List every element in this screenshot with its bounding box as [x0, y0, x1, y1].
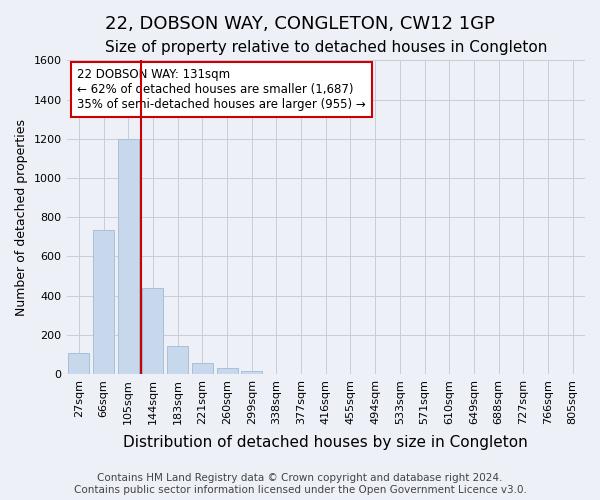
Y-axis label: Number of detached properties: Number of detached properties [15, 118, 28, 316]
Text: 22, DOBSON WAY, CONGLETON, CW12 1GP: 22, DOBSON WAY, CONGLETON, CW12 1GP [105, 15, 495, 33]
Text: Contains HM Land Registry data © Crown copyright and database right 2024.
Contai: Contains HM Land Registry data © Crown c… [74, 474, 526, 495]
Bar [167, 346, 188, 374]
Bar [142, 288, 163, 374]
Bar [241, 370, 262, 374]
X-axis label: Distribution of detached houses by size in Congleton: Distribution of detached houses by size … [124, 435, 528, 450]
Bar [93, 230, 114, 374]
Title: Size of property relative to detached houses in Congleton: Size of property relative to detached ho… [104, 40, 547, 55]
Bar [68, 353, 89, 374]
Bar [118, 138, 139, 374]
Text: 22 DOBSON WAY: 131sqm
← 62% of detached houses are smaller (1,687)
35% of semi-d: 22 DOBSON WAY: 131sqm ← 62% of detached … [77, 68, 365, 111]
Bar [217, 368, 238, 374]
Bar [192, 362, 213, 374]
